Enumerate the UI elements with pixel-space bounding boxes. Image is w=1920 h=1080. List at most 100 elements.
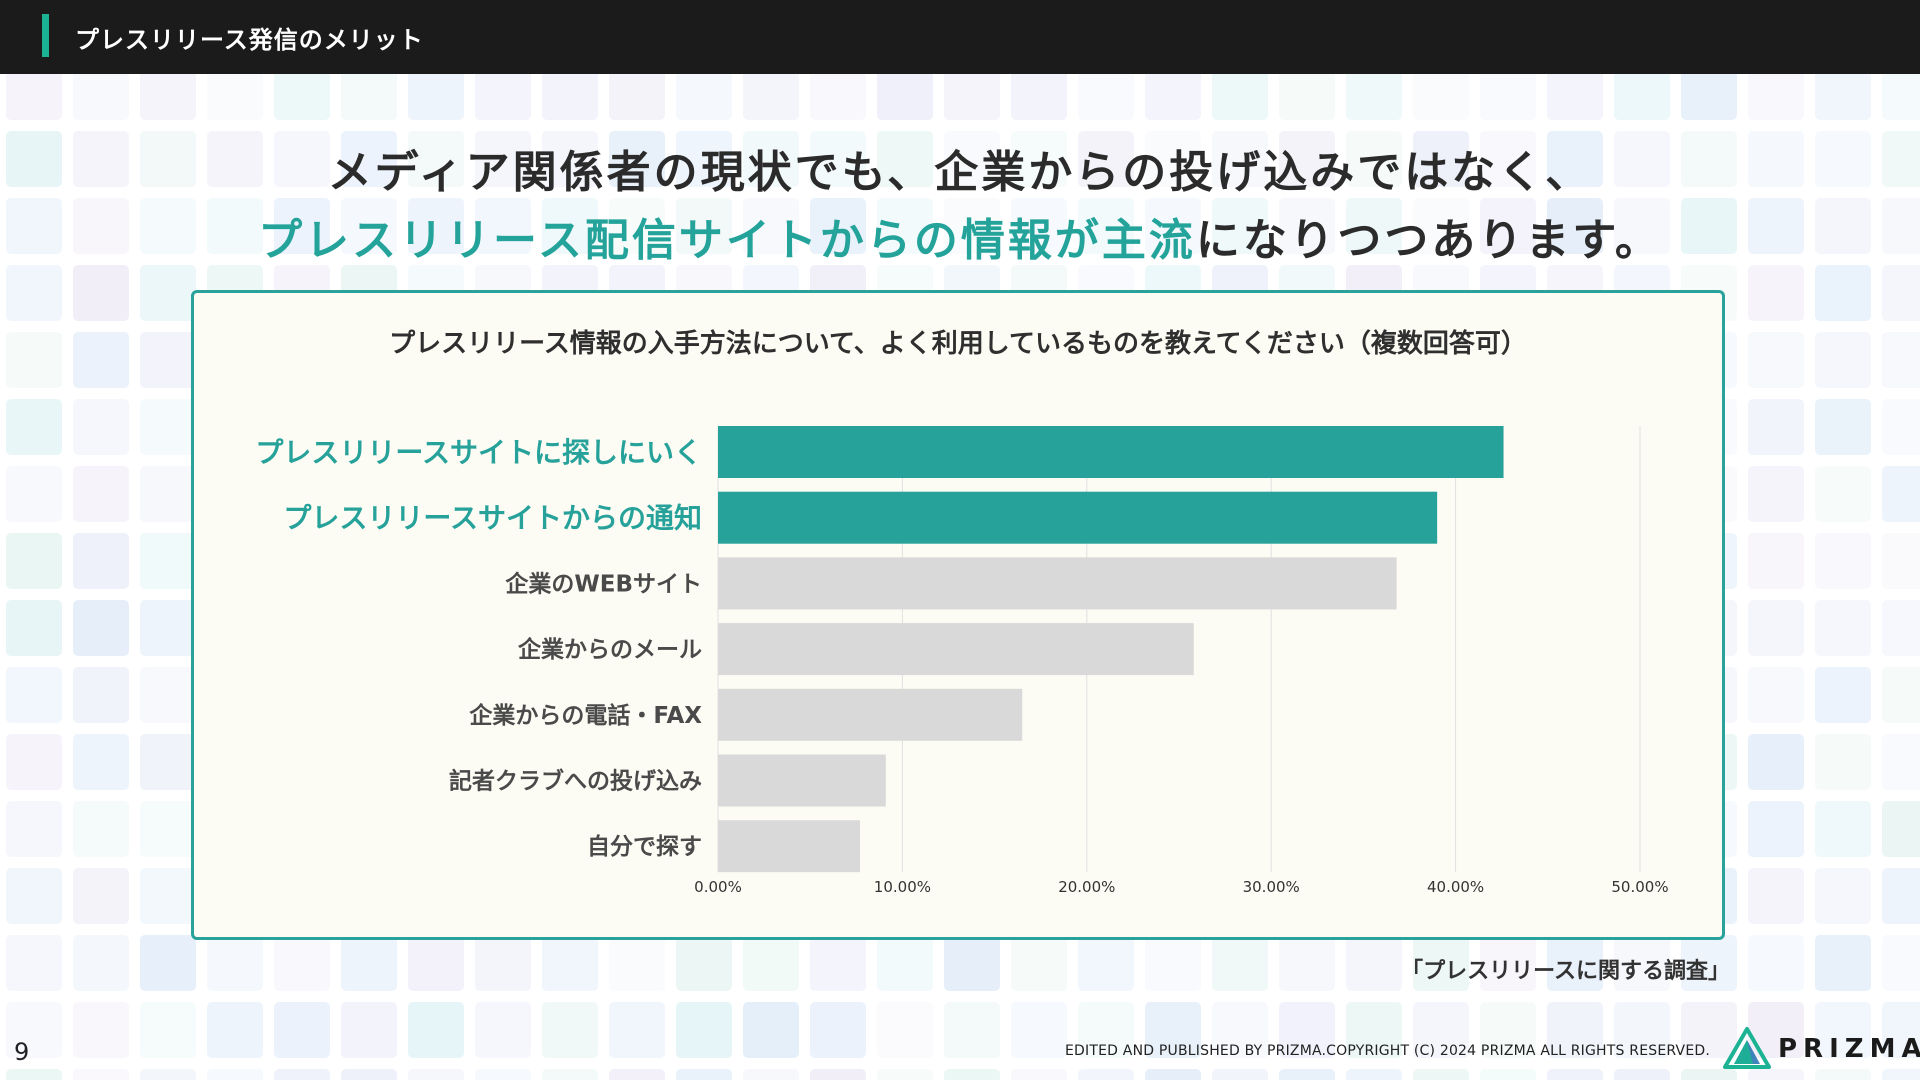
- background-tile: [1748, 935, 1804, 991]
- background-tile: [1815, 332, 1871, 388]
- background-tile: [1815, 667, 1871, 723]
- background-tile: [1346, 131, 1402, 187]
- background-tile: [1748, 131, 1804, 187]
- background-tile: [140, 533, 196, 589]
- background-tile: [1011, 198, 1067, 254]
- background-tile: [1815, 533, 1871, 589]
- background-tile: [475, 935, 531, 991]
- chart-card: プレスリリース情報の入手方法について、よく利用しているものを教えてください（複数…: [191, 290, 1725, 940]
- background-tile: [1748, 399, 1804, 455]
- background-tile: [475, 74, 531, 120]
- background-tile: [676, 1069, 732, 1080]
- page-number: 9: [14, 1038, 30, 1066]
- background-tile: [140, 935, 196, 991]
- x-tick-label: 0.00%: [694, 878, 742, 896]
- background-tile: [1547, 1002, 1603, 1058]
- background-tile: [1145, 1069, 1201, 1080]
- background-tile: [609, 935, 665, 991]
- background-tile: [1815, 935, 1871, 991]
- background-tile: [341, 198, 397, 254]
- background-tile: [140, 1002, 196, 1058]
- background-tile: [140, 332, 196, 388]
- background-tile: [1614, 198, 1670, 254]
- background-tile: [1815, 801, 1871, 857]
- background-tile: [1681, 1002, 1737, 1058]
- background-tile: [810, 1002, 866, 1058]
- background-tile: [6, 533, 62, 589]
- background-tile: [1547, 935, 1603, 991]
- background-tile: [274, 1002, 330, 1058]
- background-tile: [1011, 935, 1067, 991]
- background-tile: [1815, 1069, 1871, 1080]
- background-tile: [1011, 1002, 1067, 1058]
- background-tile: [6, 600, 62, 656]
- background-tile: [6, 466, 62, 522]
- background-tile: [140, 667, 196, 723]
- background-tile: [341, 74, 397, 120]
- background-tile: [6, 935, 62, 991]
- background-tile: [743, 131, 799, 187]
- background-tile: [877, 198, 933, 254]
- background-tile: [1681, 935, 1737, 991]
- background-tile: [1279, 1002, 1335, 1058]
- background-tile: [1480, 1002, 1536, 1058]
- bar: [718, 754, 886, 807]
- background-tile: [207, 1069, 263, 1080]
- background-tile: [1413, 74, 1469, 120]
- prizma-logo: PRIZMA: [1722, 1026, 1920, 1070]
- background-tile: [1681, 74, 1737, 120]
- x-tick-label: 40.00%: [1427, 878, 1484, 896]
- background-tile: [810, 935, 866, 991]
- background-tile: [944, 1069, 1000, 1080]
- background-tile: [140, 399, 196, 455]
- background-tile: [1614, 74, 1670, 120]
- background-tile: [73, 533, 129, 589]
- background-tile: [743, 1069, 799, 1080]
- header-accent-bar: [42, 14, 49, 57]
- background-tile: [877, 935, 933, 991]
- background-tile: [1346, 1002, 1402, 1058]
- background-tile: [140, 198, 196, 254]
- background-tile: [1279, 935, 1335, 991]
- background-tile: [1614, 1002, 1670, 1058]
- background-tile: [1078, 1069, 1134, 1080]
- background-tile: [743, 74, 799, 120]
- bar: [718, 557, 1397, 610]
- background-tile: [1279, 131, 1335, 187]
- headline-rest: になりつつあります。: [1195, 215, 1662, 266]
- background-tile: [1748, 734, 1804, 790]
- bar: [718, 491, 1438, 544]
- background-tile: [609, 1069, 665, 1080]
- background-tile: [1748, 265, 1804, 321]
- background-tile: [944, 1002, 1000, 1058]
- background-tile: [475, 198, 531, 254]
- background-tile: [1212, 1002, 1268, 1058]
- background-tile: [1614, 1069, 1670, 1080]
- background-tile: [810, 198, 866, 254]
- background-tile: [1882, 935, 1920, 991]
- header-bar: プレスリリース発信のメリット: [0, 0, 1920, 74]
- headline-line-1: メディア関係者の現状でも、企業からの投げ込みではなく、: [327, 147, 1593, 198]
- background-tile: [676, 74, 732, 120]
- background-tile: [944, 198, 1000, 254]
- background-tile: [1882, 332, 1920, 388]
- background-tile: [1614, 935, 1670, 991]
- logo-text: PRIZMA: [1778, 1034, 1920, 1064]
- background-tile: [1882, 533, 1920, 589]
- background-tile: [542, 1069, 598, 1080]
- background-tile: [1815, 131, 1871, 187]
- background-tile: [1681, 1069, 1737, 1080]
- background-tile: [609, 74, 665, 120]
- background-tile: [542, 131, 598, 187]
- background-tile: [1011, 74, 1067, 120]
- background-tile: [1748, 868, 1804, 924]
- background-tile: [1748, 74, 1804, 120]
- header-title: プレスリリース発信のメリット: [75, 26, 424, 54]
- background-tile: [140, 801, 196, 857]
- background-tile: [73, 1069, 129, 1080]
- background-tile: [1480, 131, 1536, 187]
- background-tile: [1480, 198, 1536, 254]
- background-tile: [1346, 1069, 1402, 1080]
- background-tile: [140, 466, 196, 522]
- background-tile: [1145, 198, 1201, 254]
